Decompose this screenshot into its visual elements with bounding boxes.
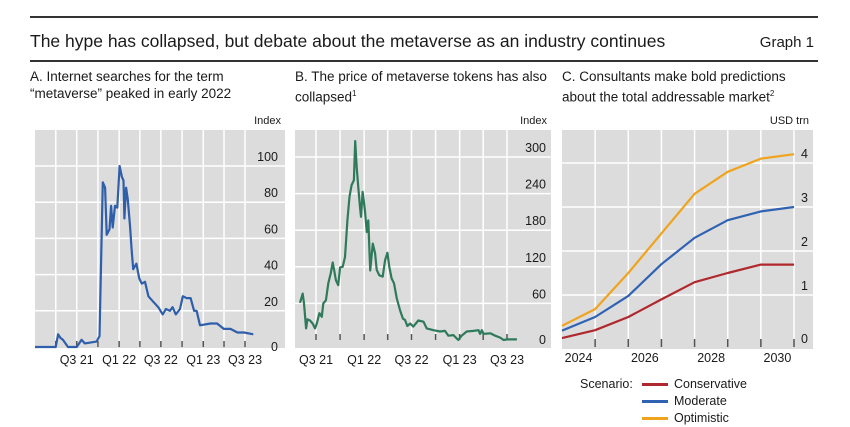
panel-b-title: B. The price of metaverse tokens has als… bbox=[295, 68, 555, 106]
panel-c-series-moderate bbox=[561, 205, 795, 332]
panel-a-xtick-label: Q1 23 bbox=[186, 353, 220, 367]
legend-swatch-optimistic bbox=[642, 417, 668, 420]
panel-c-series-conservative bbox=[561, 263, 794, 340]
panel-a-xtick-label: Q3 22 bbox=[144, 353, 178, 367]
legend-label-moderate: Moderate bbox=[674, 394, 727, 408]
legend-row-conservative: Scenario: Conservative bbox=[580, 376, 747, 393]
panel-b-xtick-label: Q3 23 bbox=[490, 353, 524, 367]
panel-b-ytick-label: 240 bbox=[525, 178, 546, 192]
panel-b-xtick-label: Q1 22 bbox=[347, 353, 381, 367]
panel-b-xtick-label: Q1 23 bbox=[443, 353, 477, 367]
legend-title: Scenario: bbox=[580, 377, 633, 391]
panel-b-ytick-label: 120 bbox=[525, 251, 546, 265]
panel-a-ytick-label: 60 bbox=[264, 222, 278, 236]
panel-b-xtick-label: Q3 22 bbox=[394, 353, 428, 367]
panel-c-unit-label: USD trn bbox=[770, 115, 809, 127]
panel-b-title-text: B. The price of metaverse tokens has als… bbox=[295, 69, 547, 105]
panel-c-xtick-label: 2028 bbox=[697, 351, 725, 365]
legend-row-moderate: Moderate bbox=[580, 393, 747, 410]
panel-b-plot-area bbox=[295, 130, 551, 348]
panel-c-ytick-label: 3 bbox=[801, 191, 808, 205]
panel-b-series-line bbox=[298, 140, 517, 342]
panel-c-legend: Scenario: Conservative Moderate Optimist… bbox=[580, 376, 747, 427]
panel-c-series-optimistic bbox=[561, 153, 795, 327]
panel-b-ytick-label: 300 bbox=[525, 141, 546, 155]
legend-row-optimistic: Optimistic bbox=[580, 410, 747, 427]
panel-c-xtick-label: 2026 bbox=[631, 351, 659, 365]
panel-b-ytick-label: 60 bbox=[532, 287, 546, 301]
panel-c-ytick-label: 0 bbox=[801, 332, 808, 346]
panel-c-xtick-label: 2024 bbox=[565, 351, 593, 365]
panel-a-title: A. Internet searches for the term “metav… bbox=[30, 69, 232, 101]
panel-c-ytick-label: 2 bbox=[801, 235, 808, 249]
top-rule bbox=[30, 16, 818, 18]
panel-a-xtick-label: Q3 21 bbox=[60, 353, 94, 367]
panel-a-ytick-label: 40 bbox=[264, 259, 278, 273]
legend-swatch-conservative bbox=[642, 383, 668, 386]
panel-c-xtick-label: 2030 bbox=[764, 351, 792, 365]
legend-swatch-moderate bbox=[642, 400, 668, 403]
legend-label-optimistic: Optimistic bbox=[674, 411, 729, 425]
panel-c-ytick-label: 4 bbox=[801, 147, 808, 161]
panel-b-xtick-label: Q3 21 bbox=[299, 353, 333, 367]
page-title: The hype has collapsed, but debate about… bbox=[30, 31, 666, 51]
panel-a-xtick-label: Q3 23 bbox=[228, 353, 262, 367]
graph-number: Graph 1 bbox=[759, 34, 814, 51]
panel-c-ytick-label: 1 bbox=[801, 279, 808, 293]
panel-c-title-text: C. Consultants make bold predictions abo… bbox=[562, 69, 786, 105]
panel-b-footnote: 1 bbox=[352, 89, 357, 98]
title-rule bbox=[30, 60, 818, 62]
panel-a-series-line bbox=[35, 164, 254, 349]
panel-a-ytick-label: 100 bbox=[257, 150, 278, 164]
panel-a-unit-label: Index bbox=[254, 115, 281, 127]
panel-b-ytick-label: 0 bbox=[539, 333, 546, 347]
panel-a-ytick-label: 80 bbox=[264, 186, 278, 200]
panel-a-ytick-label: 20 bbox=[264, 295, 278, 309]
panel-b-ytick-label: 180 bbox=[525, 214, 546, 228]
panel-a-xtick-label: Q1 22 bbox=[102, 353, 136, 367]
panel-a-ytick-label: 0 bbox=[271, 340, 278, 354]
panel-c-title: C. Consultants make bold predictions abo… bbox=[562, 68, 822, 106]
panel-c-footnote: 2 bbox=[769, 89, 775, 98]
legend-label-conservative: Conservative bbox=[674, 377, 747, 391]
panel-b-unit-label: Index bbox=[520, 115, 547, 127]
